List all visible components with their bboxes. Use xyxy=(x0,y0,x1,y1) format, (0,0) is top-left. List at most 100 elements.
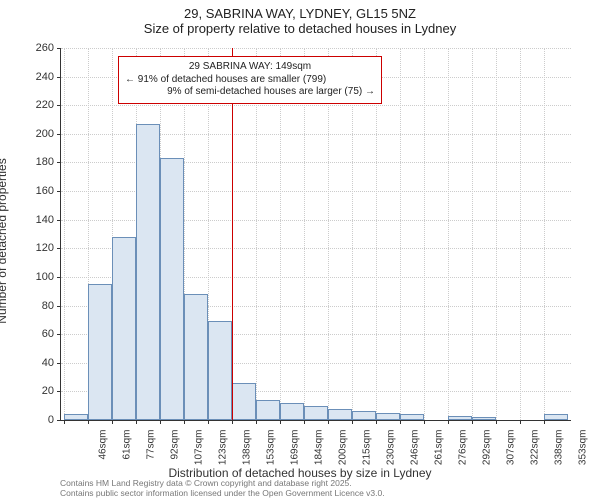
ytick-label: 60 xyxy=(14,328,54,340)
gridline-vertical xyxy=(544,48,545,420)
ytick-label: 40 xyxy=(14,357,54,369)
xtick-label: 230sqm xyxy=(386,430,397,474)
xtick-mark xyxy=(112,420,113,424)
gridline-vertical xyxy=(328,48,329,420)
gridline-vertical xyxy=(448,48,449,420)
ytick-mark xyxy=(57,363,61,364)
xtick-label: 61sqm xyxy=(122,430,133,474)
xtick-label: 276sqm xyxy=(458,430,469,474)
histogram-bar xyxy=(400,414,424,420)
xtick-label: 46sqm xyxy=(98,430,109,474)
xtick-label: 307sqm xyxy=(506,430,517,474)
ytick-mark xyxy=(57,191,61,192)
xtick-label: 123sqm xyxy=(218,430,229,474)
gridline-vertical xyxy=(424,48,425,420)
xtick-mark xyxy=(88,420,89,424)
gridline-vertical xyxy=(472,48,473,420)
title-line-2: Size of property relative to detached ho… xyxy=(0,21,600,36)
gridline-vertical xyxy=(400,48,401,420)
xtick-mark xyxy=(352,420,353,424)
xtick-mark xyxy=(328,420,329,424)
xtick-mark xyxy=(136,420,137,424)
histogram-bar xyxy=(64,414,88,420)
ytick-label: 220 xyxy=(14,99,54,111)
histogram-bar xyxy=(184,294,208,420)
ytick-mark xyxy=(57,391,61,392)
ytick-label: 0 xyxy=(14,414,54,426)
gridline-vertical xyxy=(280,48,281,420)
xtick-mark xyxy=(424,420,425,424)
xtick-mark xyxy=(160,420,161,424)
ytick-label: 20 xyxy=(14,385,54,397)
xtick-mark xyxy=(448,420,449,424)
gridline-vertical xyxy=(376,48,377,420)
footer-attribution: Contains HM Land Registry data © Crown c… xyxy=(60,478,385,498)
ytick-label: 160 xyxy=(14,185,54,197)
xtick-label: 200sqm xyxy=(338,430,349,474)
xtick-mark xyxy=(232,420,233,424)
xtick-label: 292sqm xyxy=(482,430,493,474)
footer-line-2: Contains public sector information licen… xyxy=(60,488,385,498)
histogram-bar xyxy=(232,383,256,420)
xtick-mark xyxy=(376,420,377,424)
xtick-mark xyxy=(496,420,497,424)
footer-line-1: Contains HM Land Registry data © Crown c… xyxy=(60,478,385,488)
histogram-bar xyxy=(472,417,496,420)
ytick-label: 120 xyxy=(14,242,54,254)
xtick-mark xyxy=(184,420,185,424)
histogram-bar xyxy=(88,284,112,420)
xtick-mark xyxy=(208,420,209,424)
ytick-mark xyxy=(57,248,61,249)
y-axis-label: Number of detached properties xyxy=(0,158,9,323)
ytick-label: 240 xyxy=(14,71,54,83)
gridline-vertical xyxy=(496,48,497,420)
xtick-label: 261sqm xyxy=(434,430,445,474)
xtick-label: 153sqm xyxy=(266,430,277,474)
ytick-mark xyxy=(57,134,61,135)
ytick-mark xyxy=(57,334,61,335)
xtick-mark xyxy=(64,420,65,424)
ytick-mark xyxy=(57,306,61,307)
gridline-vertical xyxy=(304,48,305,420)
xtick-label: 246sqm xyxy=(410,430,421,474)
gridline-vertical xyxy=(64,48,65,420)
ytick-mark xyxy=(57,105,61,106)
ytick-mark xyxy=(57,77,61,78)
xtick-mark xyxy=(544,420,545,424)
xtick-label: 169sqm xyxy=(290,430,301,474)
histogram-bar xyxy=(304,406,328,420)
ytick-label: 100 xyxy=(14,271,54,283)
histogram-bar xyxy=(328,409,352,420)
ytick-label: 260 xyxy=(14,42,54,54)
annotation-line-3: 9% of semi-detached houses are larger (7… xyxy=(125,86,375,99)
histogram-chart: 29, SABRINA WAY, LYDNEY, GL15 5NZ Size o… xyxy=(0,0,600,500)
xtick-label: 184sqm xyxy=(314,430,325,474)
ytick-mark xyxy=(57,162,61,163)
annotation-box: 29 SABRINA WAY: 149sqm ← 91% of detached… xyxy=(118,56,382,104)
histogram-bar xyxy=(448,416,472,420)
gridline-vertical xyxy=(352,48,353,420)
histogram-bar xyxy=(160,158,184,420)
histogram-bar xyxy=(544,414,568,420)
ytick-mark xyxy=(57,420,61,421)
xtick-mark xyxy=(280,420,281,424)
ytick-label: 200 xyxy=(14,128,54,140)
histogram-bar xyxy=(280,403,304,420)
histogram-bar xyxy=(112,237,136,420)
xtick-mark xyxy=(304,420,305,424)
ytick-mark xyxy=(57,277,61,278)
gridline-vertical xyxy=(520,48,521,420)
xtick-label: 138sqm xyxy=(242,430,253,474)
ytick-label: 140 xyxy=(14,214,54,226)
xtick-label: 77sqm xyxy=(146,430,157,474)
xtick-label: 338sqm xyxy=(554,430,565,474)
xtick-label: 215sqm xyxy=(362,430,373,474)
gridline-horizontal xyxy=(61,48,571,49)
histogram-bar xyxy=(208,321,232,420)
histogram-bar xyxy=(352,411,376,420)
chart-title: 29, SABRINA WAY, LYDNEY, GL15 5NZ Size o… xyxy=(0,6,600,36)
annotation-line-1: 29 SABRINA WAY: 149sqm xyxy=(125,61,375,74)
histogram-bar xyxy=(376,413,400,420)
ytick-mark xyxy=(57,48,61,49)
histogram-bar xyxy=(256,400,280,420)
